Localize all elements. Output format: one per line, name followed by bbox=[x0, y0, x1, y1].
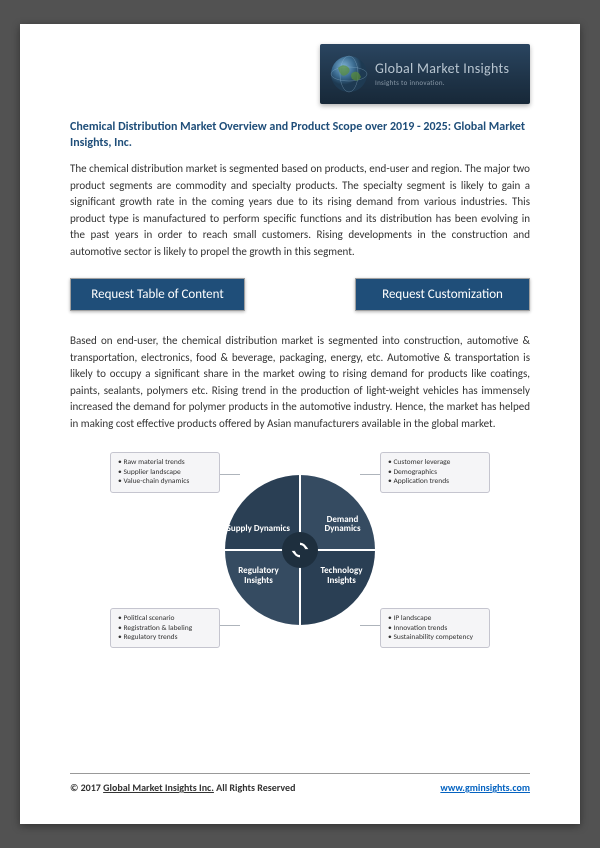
list-item: Demographics bbox=[388, 468, 482, 477]
info-box-technology: IP landscape Innovation trends Sustainab… bbox=[380, 608, 490, 648]
connector-line bbox=[220, 625, 240, 626]
quadrant-label: Demand Dynamics bbox=[310, 515, 375, 535]
center-cycle-icon bbox=[282, 532, 318, 568]
article-heading: Chemical Distribution Market Overview an… bbox=[70, 119, 530, 151]
list-item: Value-chain dynamics bbox=[118, 477, 212, 486]
quadrant-label: Regulatory Insights bbox=[225, 566, 292, 586]
connector-line bbox=[360, 625, 380, 626]
company-name: Global Market Insights Inc. bbox=[103, 781, 214, 794]
logo-title: Global Market Insights bbox=[375, 62, 509, 76]
diagram-container: Raw material trends Supplier landscape V… bbox=[70, 450, 530, 650]
copyright-text: © 2017 Global Market Insights Inc. All R… bbox=[70, 781, 295, 794]
paragraph-2: Based on end-user, the chemical distribu… bbox=[70, 333, 530, 432]
list-item: Registration & labeling bbox=[118, 624, 212, 633]
list-item: Innovation trends bbox=[388, 624, 482, 633]
paragraph-1: The chemical distribution market is segm… bbox=[70, 161, 530, 260]
cta-button-row: Request Table of Content Request Customi… bbox=[70, 278, 530, 311]
list-item: Sustainability competency bbox=[388, 633, 482, 642]
list-item: IP landscape bbox=[388, 614, 482, 623]
company-logo: Global Market Insights Insights to innov… bbox=[320, 44, 530, 104]
list-item: Regulatory trends bbox=[118, 633, 212, 642]
logo-tagline: Insights to innovation. bbox=[375, 79, 509, 86]
copyright-year: © 2017 bbox=[70, 781, 103, 794]
list-item: Application trends bbox=[388, 477, 482, 486]
list-item: Political scenario bbox=[118, 614, 212, 623]
website-link[interactable]: www.gminsights.com bbox=[440, 781, 530, 794]
circle-chart: Supply Dynamics Demand Dynamics Regulato… bbox=[225, 475, 375, 625]
page-footer: © 2017 Global Market Insights Inc. All R… bbox=[70, 773, 530, 794]
document-page: Global Market Insights Insights to innov… bbox=[20, 24, 580, 824]
logo-text: Global Market Insights Insights to innov… bbox=[375, 62, 509, 86]
quadrant-label: Technology Insights bbox=[308, 566, 375, 586]
request-toc-button[interactable]: Request Table of Content bbox=[70, 278, 245, 311]
list-item: Raw material trends bbox=[118, 458, 212, 467]
logo-container: Global Market Insights Insights to innov… bbox=[70, 44, 530, 104]
info-box-regulatory: Political scenario Registration & labeli… bbox=[110, 608, 220, 648]
rights-text: All Rights Reserved bbox=[214, 781, 296, 794]
list-item: Customer leverage bbox=[388, 458, 482, 467]
cycle-icon bbox=[289, 539, 311, 561]
quadrant-label: Supply Dynamics bbox=[227, 524, 290, 534]
request-customization-button[interactable]: Request Customization bbox=[355, 278, 530, 311]
info-box-demand: Customer leverage Demographics Applicati… bbox=[380, 452, 490, 492]
insights-diagram: Raw material trends Supplier landscape V… bbox=[110, 450, 490, 650]
info-box-supply: Raw material trends Supplier landscape V… bbox=[110, 452, 220, 492]
list-item: Supplier landscape bbox=[118, 468, 212, 477]
globe-icon bbox=[328, 53, 370, 95]
